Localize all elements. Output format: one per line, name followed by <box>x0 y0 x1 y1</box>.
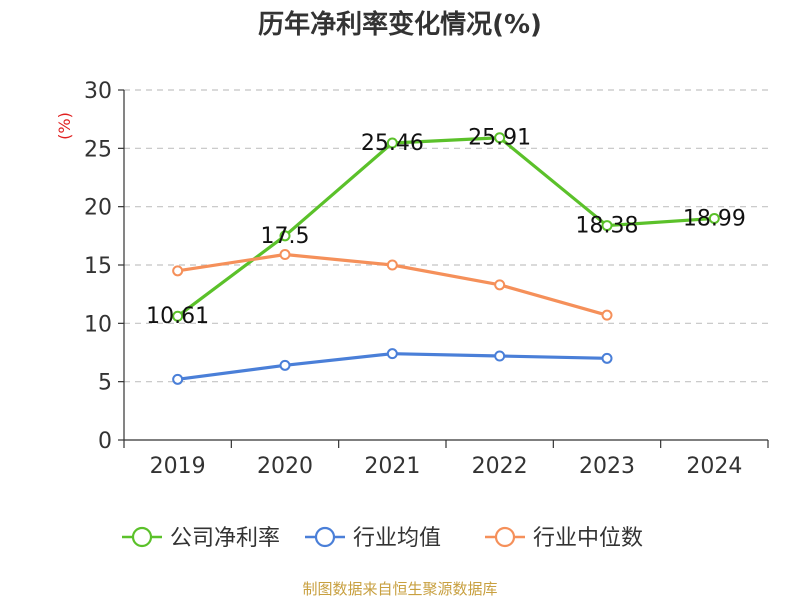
point-0-2020 <box>279 230 291 242</box>
y-tick-label-0: 0 <box>98 429 112 454</box>
point-2-2019 <box>172 265 184 277</box>
y-tick-label-5: 5 <box>98 371 112 396</box>
x-tick-label-2019: 2019 <box>150 454 206 479</box>
legend-marker-0 <box>131 526 153 548</box>
y-tick-label-15: 15 <box>84 254 112 279</box>
y-tick-label-25: 25 <box>84 137 112 162</box>
point-2-2023 <box>601 309 613 321</box>
point-1-2023 <box>601 352 613 364</box>
data-labels: 10.61 17.5 25.46 25.91 18.38 18.99 <box>146 126 746 330</box>
axes: 0 5 10 15 20 25 30 2019 2020 2021 2022 2023 2024 <box>84 79 769 479</box>
x-tick-label-2023: 2023 <box>579 454 635 479</box>
point-1-2020 <box>279 359 291 371</box>
series-lines <box>172 132 720 385</box>
point-0-2024 <box>708 212 720 224</box>
data-label-2023: 18.38 <box>576 214 639 239</box>
point-0-2019 <box>172 310 184 322</box>
source-note: 制图数据来自恒生聚源数据库 <box>302 580 497 598</box>
x-tick-label-2020: 2020 <box>257 454 313 479</box>
point-1-2019 <box>172 373 184 385</box>
y-tick-label-30: 30 <box>84 79 112 104</box>
x-tick-label-2024: 2024 <box>686 454 742 479</box>
legend-marker-1 <box>314 526 336 548</box>
point-2-2022 <box>494 279 506 291</box>
x-tick-label-2022: 2022 <box>472 454 528 479</box>
series-line-0 <box>176 136 715 318</box>
point-1-2021 <box>386 348 398 360</box>
y-tick-label-10: 10 <box>84 312 112 337</box>
data-label-2024: 18.99 <box>683 206 746 231</box>
chart-title: 历年净利率变化情况(%) <box>258 9 542 40</box>
y-axis-unit: (%) <box>55 112 74 140</box>
data-label-2020: 17.5 <box>261 224 310 249</box>
data-label-2022: 25.91 <box>468 126 531 151</box>
legend-label-2: 行业中位数 <box>533 526 643 551</box>
legend-marker-2 <box>494 526 516 548</box>
point-2-2021 <box>386 259 398 271</box>
legend-label-1: 行业均值 <box>353 526 441 551</box>
legend: 公司净利率 行业均值 行业中位数 <box>122 526 643 551</box>
point-0-2022 <box>494 132 506 144</box>
x-tick-label-2021: 2021 <box>364 454 420 479</box>
point-1-2022 <box>494 350 506 362</box>
legend-label-0: 公司净利率 <box>170 526 280 551</box>
y-tick-label-20: 20 <box>84 196 112 221</box>
data-label-2021: 25.46 <box>361 131 424 156</box>
point-0-2021 <box>386 137 398 149</box>
point-0-2023 <box>601 220 613 232</box>
data-label-2019: 10.61 <box>146 304 209 329</box>
grid-lines <box>124 89 768 383</box>
point-2-2020 <box>279 249 291 260</box>
